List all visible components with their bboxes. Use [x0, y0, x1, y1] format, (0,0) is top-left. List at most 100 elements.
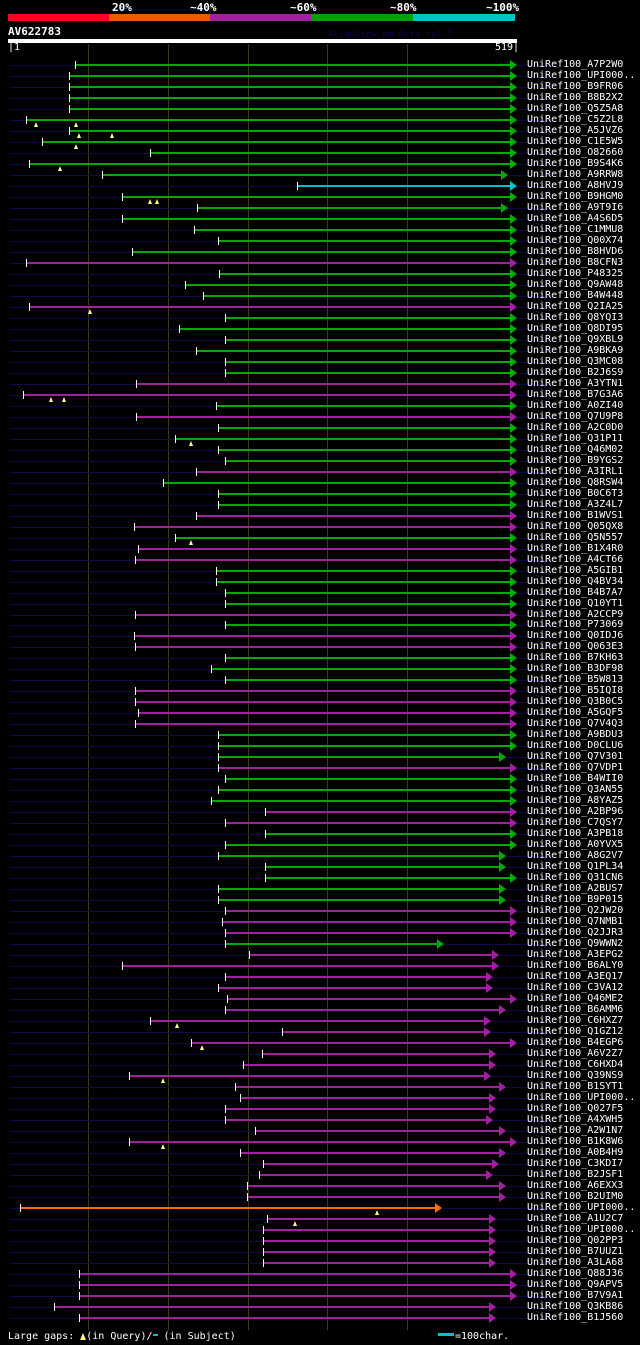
- hit-label[interactable]: UniRef100_A6V2Z7: [527, 1048, 624, 1059]
- hit-label[interactable]: UniRef100_A4S6D5: [527, 213, 624, 224]
- hit-bar[interactable]: [219, 273, 510, 275]
- hit-label[interactable]: UniRef100_A6EXX3: [527, 1180, 624, 1191]
- hit-label[interactable]: UniRef100_Q9APV5: [527, 1279, 624, 1290]
- hit-bar[interactable]: [79, 1284, 510, 1286]
- hit-label[interactable]: UniRef100_Q7VDP1: [527, 762, 624, 773]
- hit-label[interactable]: UniRef100_Q7NMB1: [527, 916, 624, 927]
- hit-label[interactable]: UniRef100_Q5N557: [527, 532, 624, 543]
- hit-bar[interactable]: [225, 372, 510, 374]
- hit-bar[interactable]: [128, 1075, 484, 1077]
- hit-bar[interactable]: [121, 196, 510, 198]
- hit-label[interactable]: UniRef100_A9BDU3: [527, 729, 624, 740]
- hit-bar[interactable]: [262, 1262, 489, 1264]
- hit-label[interactable]: UniRef100_B7G3A6: [527, 389, 624, 400]
- hit-label[interactable]: UniRef100_A3YTN1: [527, 378, 624, 389]
- hit-label[interactable]: UniRef100_A8G2V7: [527, 850, 624, 861]
- hit-label[interactable]: UniRef100_C3KDI7: [527, 1158, 624, 1169]
- hit-bar[interactable]: [239, 1097, 489, 1099]
- hit-label[interactable]: UniRef100_B9S4K6: [527, 158, 624, 169]
- hit-label[interactable]: UniRef100_Q8DI95: [527, 323, 624, 334]
- hit-bar[interactable]: [68, 75, 510, 77]
- hit-bar[interactable]: [225, 1009, 500, 1011]
- hit-bar[interactable]: [296, 185, 510, 187]
- hit-bar[interactable]: [136, 383, 510, 385]
- hit-label[interactable]: UniRef100_P48325: [527, 268, 624, 279]
- hit-label[interactable]: UniRef100_A3EPG2: [527, 949, 624, 960]
- hit-bar[interactable]: [101, 174, 502, 176]
- hit-label[interactable]: UniRef100_Q05QX8: [527, 521, 624, 532]
- hit-bar[interactable]: [135, 701, 510, 703]
- hit-label[interactable]: UniRef100_Q7U9P8: [527, 411, 624, 422]
- hit-bar[interactable]: [136, 416, 510, 418]
- hit-label[interactable]: UniRef100_B1X4R0: [527, 543, 624, 554]
- hit-bar[interactable]: [203, 295, 510, 297]
- hit-label[interactable]: UniRef100_B0C6T3: [527, 488, 624, 499]
- hit-bar[interactable]: [227, 998, 510, 1000]
- hit-bar[interactable]: [135, 614, 510, 616]
- hit-label[interactable]: UniRef100_Q7V301: [527, 751, 624, 762]
- hit-label[interactable]: UniRef100_A0B4H9: [527, 1147, 624, 1158]
- hit-bar[interactable]: [282, 1031, 484, 1033]
- hit-label[interactable]: UniRef100_B5W813: [527, 674, 624, 685]
- hit-bar[interactable]: [210, 668, 510, 670]
- hit-bar[interactable]: [175, 438, 510, 440]
- hit-bar[interactable]: [249, 954, 492, 956]
- hit-bar[interactable]: [210, 800, 510, 802]
- hit-bar[interactable]: [225, 1108, 489, 1110]
- hit-bar[interactable]: [247, 1196, 500, 1198]
- hit-label[interactable]: UniRef100_Q3MC08: [527, 356, 624, 367]
- hit-label[interactable]: UniRef100_A8YAZ5: [527, 795, 624, 806]
- hit-bar[interactable]: [264, 811, 510, 813]
- hit-label[interactable]: UniRef100_C1MMU8: [527, 224, 624, 235]
- hit-label[interactable]: UniRef100_B9YGS2: [527, 455, 624, 466]
- hit-label[interactable]: UniRef100_B7UUZ1: [527, 1246, 624, 1257]
- hit-bar[interactable]: [68, 86, 510, 88]
- hit-label[interactable]: UniRef100_A3Z4L7: [527, 499, 624, 510]
- hit-bar[interactable]: [217, 493, 510, 495]
- hit-bar[interactable]: [217, 449, 510, 451]
- hit-label[interactable]: UniRef100_B8B2X2: [527, 92, 624, 103]
- hit-label[interactable]: UniRef100_Q31P11: [527, 433, 624, 444]
- hit-label[interactable]: UniRef100_A3EQ17: [527, 971, 624, 982]
- hit-bar[interactable]: [239, 1152, 500, 1154]
- hit-bar[interactable]: [217, 734, 510, 736]
- hit-label[interactable]: UniRef100_Q9AW48: [527, 279, 624, 290]
- hit-label[interactable]: UniRef100_C7QSY7: [527, 817, 624, 828]
- hit-bar[interactable]: [197, 207, 502, 209]
- hit-label[interactable]: UniRef100_C6HXD4: [527, 1059, 624, 1070]
- hit-label[interactable]: UniRef100_B4WII0: [527, 773, 624, 784]
- hit-bar[interactable]: [135, 723, 510, 725]
- hit-label[interactable]: UniRef100_B8CFN3: [527, 257, 624, 268]
- hit-bar[interactable]: [196, 350, 510, 352]
- hit-label[interactable]: UniRef100_C6HXZ7: [527, 1015, 624, 1026]
- hit-bar[interactable]: [217, 767, 510, 769]
- hit-bar[interactable]: [225, 592, 510, 594]
- hit-bar[interactable]: [217, 899, 500, 901]
- hit-label[interactable]: UniRef100_B6AMM6: [527, 1004, 624, 1015]
- hit-bar[interactable]: [121, 218, 510, 220]
- hit-label[interactable]: UniRef100_A2C0D0: [527, 422, 624, 433]
- hit-bar[interactable]: [68, 97, 510, 99]
- hit-label[interactable]: UniRef100_B5IQI8: [527, 685, 624, 696]
- hit-label[interactable]: UniRef100_Q027F5: [527, 1103, 624, 1114]
- hit-bar[interactable]: [217, 756, 500, 758]
- hit-bar[interactable]: [215, 405, 510, 407]
- hit-bar[interactable]: [225, 1119, 486, 1121]
- hit-label[interactable]: UniRef100_B6ALY0: [527, 960, 624, 971]
- hit-bar[interactable]: [255, 1130, 500, 1132]
- hit-bar[interactable]: [225, 624, 510, 626]
- hit-label[interactable]: UniRef100_B7V9A1: [527, 1290, 624, 1301]
- hit-label[interactable]: UniRef100_Q8RSW4: [527, 477, 624, 488]
- hit-bar[interactable]: [79, 1273, 510, 1275]
- hit-label[interactable]: UniRef100_Q39NS9: [527, 1070, 624, 1081]
- hit-bar[interactable]: [190, 1042, 510, 1044]
- hit-bar[interactable]: [68, 108, 510, 110]
- hit-bar[interactable]: [262, 1240, 489, 1242]
- hit-label[interactable]: UniRef100_Q1PL34: [527, 861, 624, 872]
- hit-bar[interactable]: [26, 262, 510, 264]
- hit-label[interactable]: UniRef100_B2JSF1: [527, 1169, 624, 1180]
- hit-label[interactable]: UniRef100_Q02PP3: [527, 1235, 624, 1246]
- hit-label[interactable]: UniRef100_Q063E3: [527, 641, 624, 652]
- hit-bar[interactable]: [225, 778, 510, 780]
- hit-label[interactable]: UniRef100_A7P2W0: [527, 59, 624, 70]
